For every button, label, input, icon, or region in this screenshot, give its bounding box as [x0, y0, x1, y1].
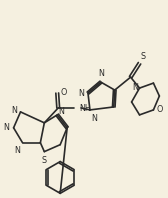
- Text: S: S: [140, 52, 146, 61]
- Text: N: N: [58, 107, 64, 116]
- Text: O: O: [156, 105, 163, 114]
- Text: N: N: [91, 114, 97, 123]
- Text: N: N: [133, 83, 139, 92]
- Text: NH: NH: [79, 104, 91, 113]
- Text: S: S: [42, 156, 47, 165]
- Text: N: N: [15, 146, 20, 155]
- Text: O: O: [60, 88, 67, 97]
- Text: N: N: [12, 106, 17, 115]
- Text: N: N: [78, 89, 84, 98]
- Text: N: N: [4, 123, 10, 132]
- Text: N: N: [98, 69, 104, 78]
